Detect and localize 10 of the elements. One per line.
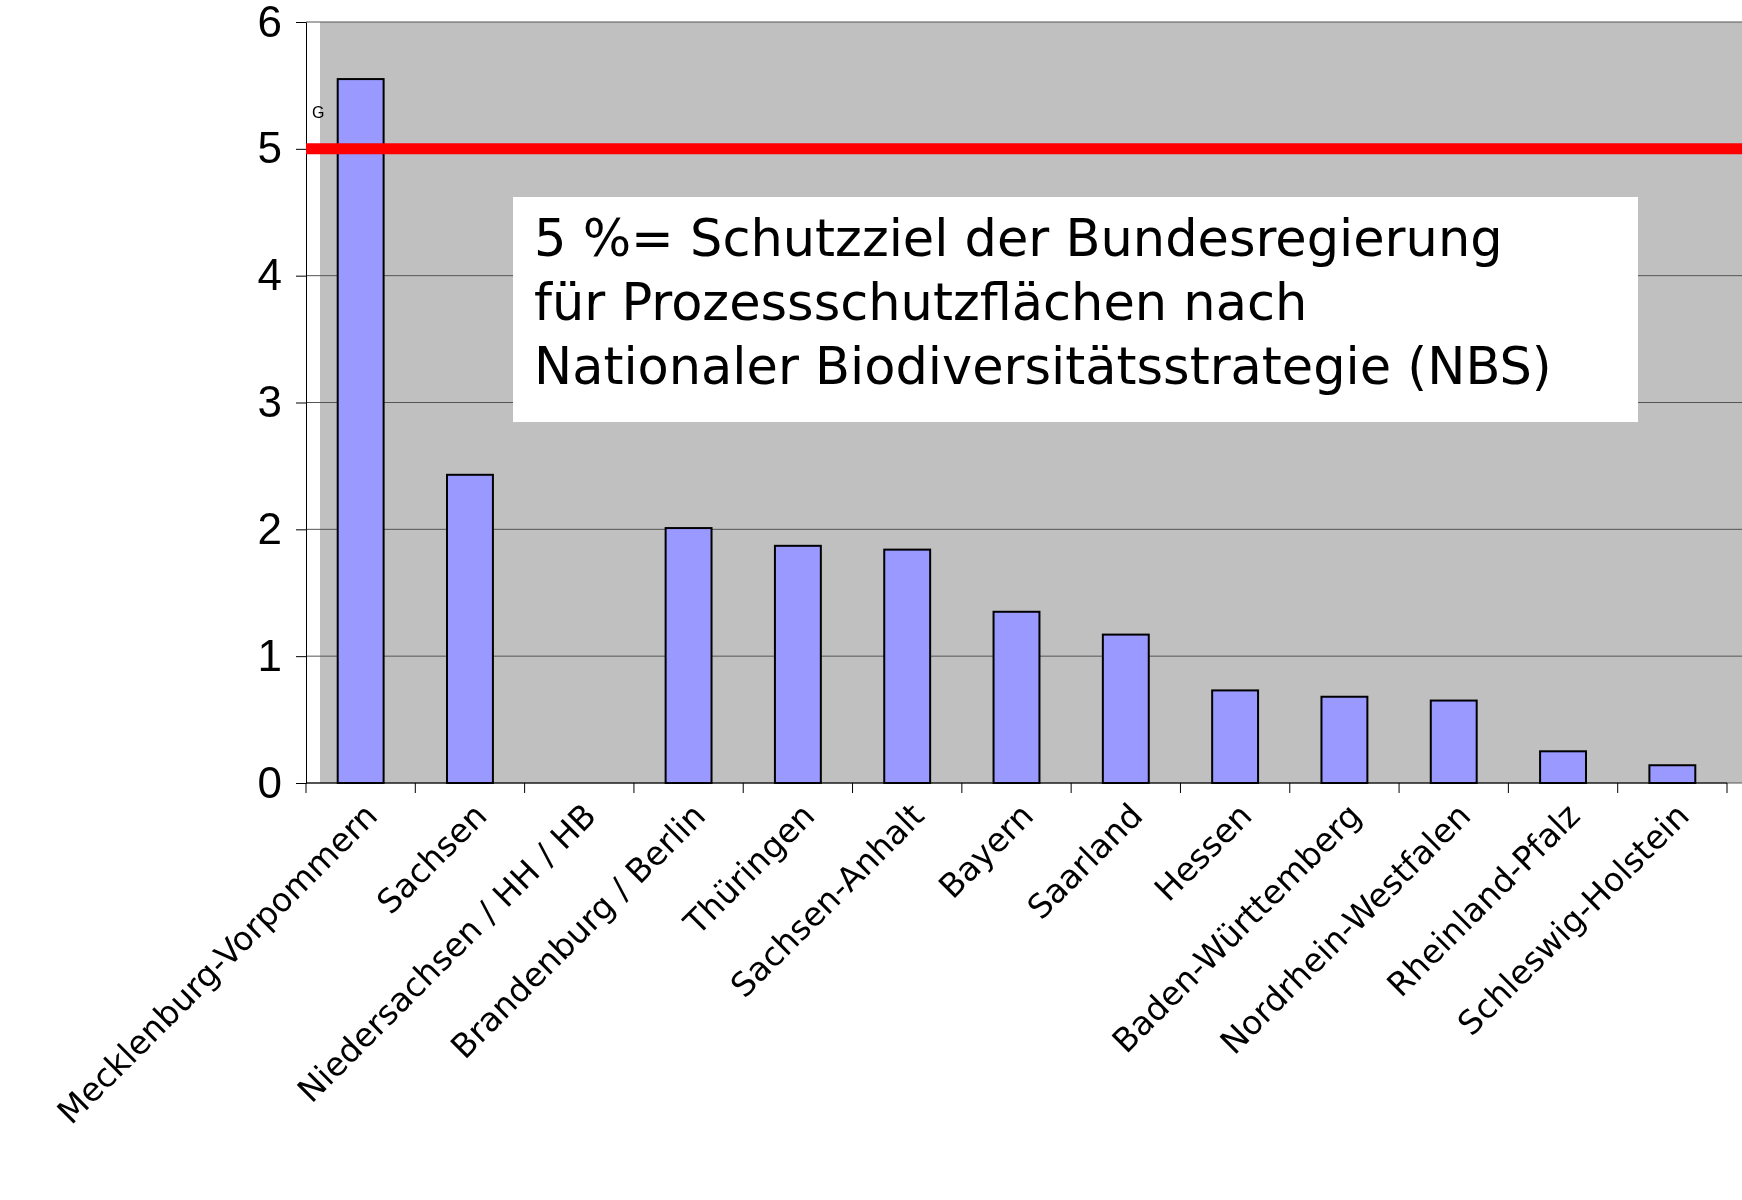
y-tick-label: 2 — [257, 503, 282, 553]
y-tick-label: 5 — [257, 123, 282, 173]
y-tick-label: 0 — [257, 757, 282, 807]
annotation: G — [312, 104, 325, 121]
ref-line-label: 5 %= Schutzziel der Bundesregierung für Prozessschutzflächen nach Nationaler Biodiversitätsstrategie (NBS) — [534, 209, 1552, 396]
y-tick-label: 1 — [257, 630, 282, 680]
y-tick-label: 4 — [257, 250, 282, 300]
y-tick-label: 6 — [257, 0, 282, 46]
text-box: 5 %= Schutzziel der Bundesregierung für Prozessschutzflächen nach Nationaler Biodiversitätsstrategie (NBS) — [513, 197, 1638, 422]
y-tick-label: 3 — [257, 377, 282, 427]
